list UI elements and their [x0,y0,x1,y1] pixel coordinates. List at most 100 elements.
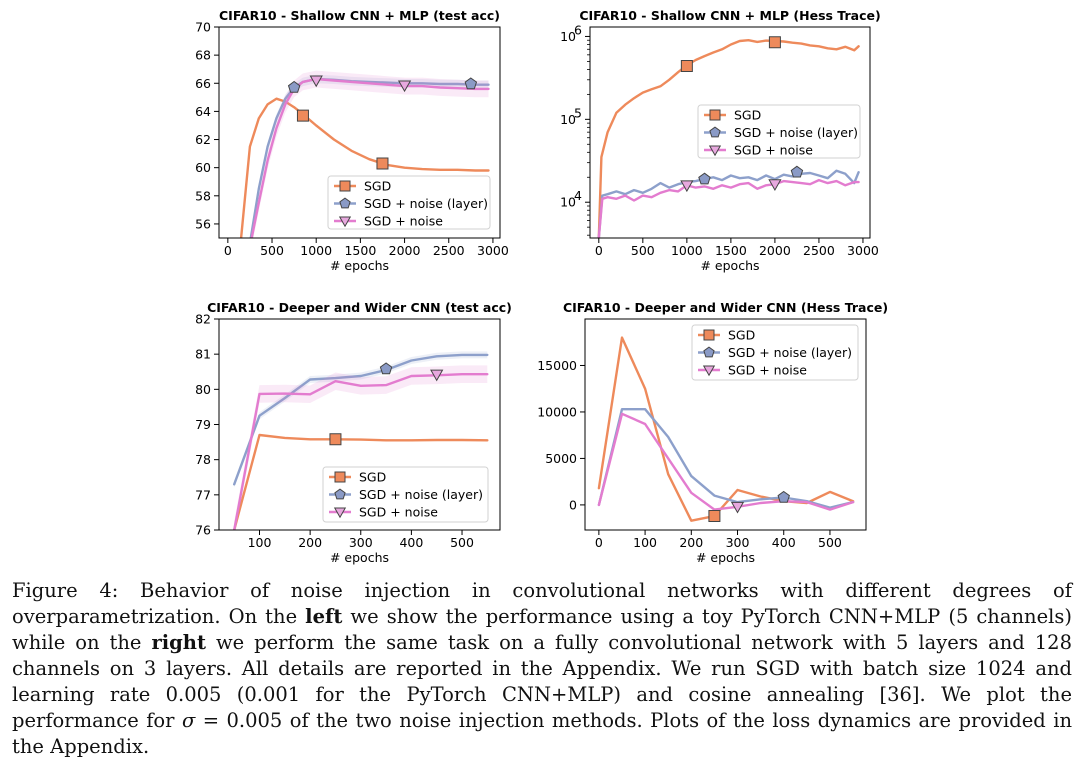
x-tick-label: 0 [595,535,603,550]
series-line-sgd [597,39,860,238]
legend-marker-noise [338,216,352,228]
y-tick-label: 10000 [537,404,577,419]
caption-text-1: Behavior of noise injection in convoluti… [12,579,1072,628]
series-line-sgd [239,97,490,238]
x-tick-label: 2000 [389,243,421,258]
y-tick-label: 10 [560,112,576,127]
x-tick-label: 500 [260,243,284,258]
x-tick-label: 400 [399,535,423,550]
x-tick-label: 3000 [847,243,879,258]
plot-frame [218,318,501,531]
series-marker-layer [790,165,804,178]
series-marker-noise [680,180,694,193]
series-marker-sgd [708,510,721,523]
legend-label: SGD + noise (layer) [364,196,488,211]
x-axis-label: # epochs [696,550,755,565]
legend-label: SGD + noise (layer) [734,125,858,140]
y-tick-label: 70 [195,20,211,35]
y-tick-label: 58 [195,188,211,203]
x-tick-label: 400 [772,535,796,550]
x-tick-label: 0 [595,243,603,258]
x-tick-label: 300 [726,535,750,550]
plot-shallow-hess-trace: CIFAR10 - Shallow CNN + MLP (Hess Trace)… [560,8,881,273]
chart-title: CIFAR10 - Shallow CNN + MLP (Hess Trace) [579,8,880,23]
y-tick-label: 78 [195,452,211,467]
series-marker-layer [287,80,301,93]
legend-box [697,104,861,159]
legend-label: SGD + noise (layer) [728,345,852,360]
x-tick-label: 1500 [344,243,376,258]
plot-frame [589,26,871,239]
y-tick-label: 60 [195,160,211,175]
y-tick-label: 68 [195,48,211,63]
caption-text-3: we perform the same task on a fully conv… [12,631,1072,732]
series-marker-sgd [376,157,389,170]
y-tick-label: 76 [195,523,211,538]
x-axis-label: # epochs [330,258,389,273]
y-tick-label: 77 [195,487,211,502]
y-tick-label: 10 [560,29,576,44]
y-tick-label: 56 [195,216,211,231]
y-tick-exponent: 6 [574,22,582,37]
legend-marker-sgd [703,329,715,341]
caption-text-2: we show the performance using a toy PyTo… [12,605,1072,654]
x-tick-label: 2500 [803,243,835,258]
x-tick-label: 500 [818,535,842,550]
y-tick-label: 10 [560,195,576,210]
legend-marker-sgd [339,180,351,192]
series-line-layer [232,353,489,486]
figure-caption: Figure 4: Behavior of noise injection in… [12,578,1072,760]
series-group [597,39,860,238]
legend-marker-noise [708,145,722,157]
series-line-noise [597,412,855,511]
legend-label: SGD + noise [364,214,443,229]
x-tick-label: 1000 [300,243,332,258]
y-tick-exponent: 5 [574,105,582,120]
legend-marker-layer [339,197,351,209]
legend-marker-sgd [709,109,721,121]
caption-label: Figure 4: [12,579,119,602]
y-tick-label: 80 [195,382,211,397]
series-marker-noise [768,179,782,191]
y-tick-label: 62 [195,132,211,147]
chart-title: CIFAR10 - Deeper and Wider CNN (Hess Tra… [563,300,888,315]
x-tick-label: 0 [224,243,232,258]
x-tick-label: 100 [633,535,657,550]
x-tick-label: 2500 [433,243,465,258]
plot-deeper-test-acc: CIFAR10 - Deeper and Wider CNN (test acc… [195,300,512,565]
x-tick-label: 3000 [477,243,509,258]
x-axis-label: # epochs [700,258,759,273]
legend-box [691,324,859,381]
series-marker-sgd [296,109,309,122]
series-marker-sgd [329,433,342,446]
caption-sigma: σ [181,709,196,732]
series-band-layer [234,351,488,488]
chart-title: CIFAR10 - Shallow CNN + MLP (test acc) [219,8,500,23]
series-line-layer [597,169,860,238]
legend-label: SGD + noise [728,363,807,378]
legend-label: SGD [364,179,391,194]
x-tick-label: 100 [248,535,272,550]
caption-left: left [305,605,343,628]
x-tick-label: 300 [349,535,373,550]
series-marker-layer [777,490,790,503]
series-group [239,70,490,238]
series-marker-noise [430,369,444,382]
plot-deeper-hess-trace: CIFAR10 - Deeper and Wider CNN (Hess Tra… [537,300,888,565]
series-marker-layer [464,77,478,90]
legend-label: SGD [728,328,755,343]
series-line-noise [597,178,860,238]
x-axis-label: # epochs [330,550,389,565]
series-line-noise [250,77,490,238]
x-tick-label: 200 [679,535,703,550]
legend-label: SGD + noise [734,143,813,158]
legend-box [327,175,491,230]
series-marker-noise [730,501,745,514]
x-tick-label: 2000 [759,243,791,258]
caption-right: right [151,631,206,654]
legend-marker-layer [709,126,721,138]
legend-label: SGD [734,108,761,123]
series-line-sgd [232,433,489,530]
series-marker-sgd [768,36,781,49]
y-tick-label: 66 [195,76,211,91]
